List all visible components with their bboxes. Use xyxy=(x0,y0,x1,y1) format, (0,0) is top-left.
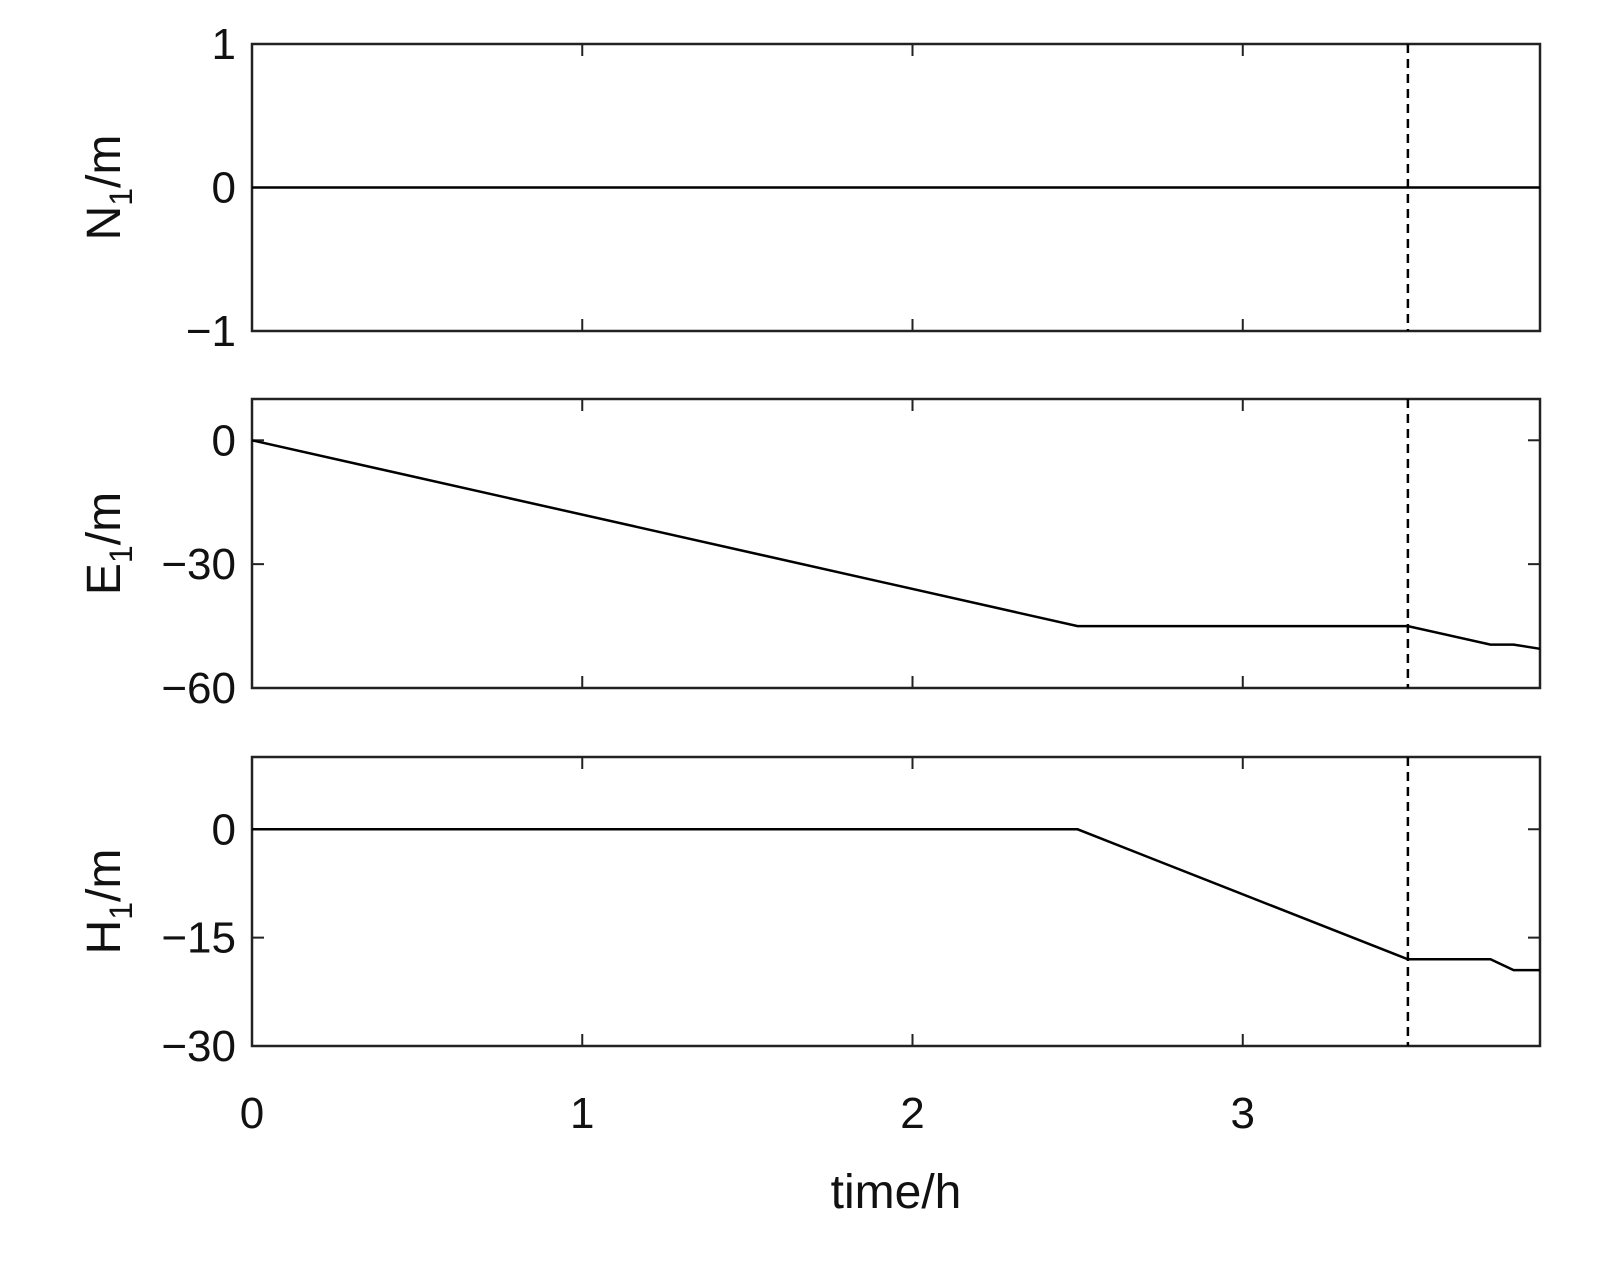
panel-n-y-ticks: −1 0 1 xyxy=(186,20,1540,356)
y-tick-label: −1 xyxy=(186,307,236,356)
y-tick-label: 0 xyxy=(212,805,236,854)
series-line xyxy=(252,828,1540,972)
panel-e-series xyxy=(251,439,1541,651)
panel-e-y-axis-label: E1/m xyxy=(78,492,139,595)
panel-n-x-ticks xyxy=(251,44,1244,331)
panel-h-x-ticks xyxy=(251,757,1244,1046)
x-tick-label: 0 xyxy=(240,1089,264,1138)
y-tick-label: 0 xyxy=(212,416,236,465)
y-tick-label: −30 xyxy=(161,1022,236,1071)
panel-e-frame xyxy=(250,397,1542,690)
panel-n: −1 0 1 N1/m xyxy=(78,20,1542,356)
panel-n-y-axis-label: N1/m xyxy=(78,135,139,241)
panel-h-frame xyxy=(250,755,1542,1048)
x-tick-label: 3 xyxy=(1231,1089,1255,1138)
series-line xyxy=(251,439,1541,651)
y-tick-label: 0 xyxy=(212,164,236,213)
x-tick-label: 1 xyxy=(570,1089,594,1138)
panel-h-y-ticks: −30 −15 0 xyxy=(161,805,1540,1071)
x-tick-labels: 0 1 2 3 xyxy=(240,1089,1255,1138)
panel-h-y-axis-label: H1/m xyxy=(78,849,139,955)
x-axis-label: time/h xyxy=(831,1166,962,1219)
panel-e-x-ticks xyxy=(251,399,1244,688)
panel-h-series xyxy=(252,828,1540,972)
panel-h: −30 −15 0 H1/m xyxy=(78,755,1542,1071)
y-tick-label: −60 xyxy=(161,664,236,713)
panel-e: −60 −30 0 E1/m xyxy=(78,397,1542,713)
y-tick-label: −30 xyxy=(161,540,236,589)
y-tick-label: 1 xyxy=(212,20,236,69)
x-tick-label: 2 xyxy=(900,1089,924,1138)
y-tick-label: −15 xyxy=(161,914,236,963)
panel-e-y-ticks: −60 −30 0 xyxy=(161,416,1540,713)
